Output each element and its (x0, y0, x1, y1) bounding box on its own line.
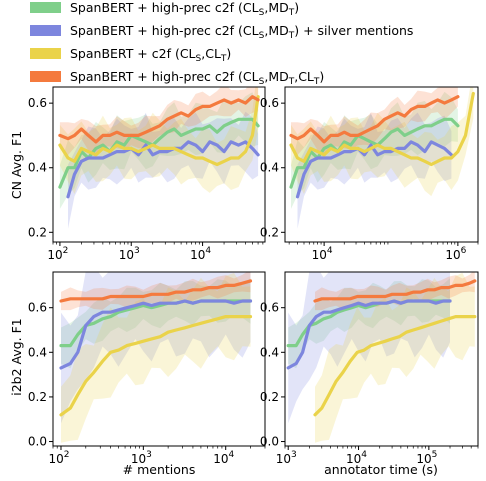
line-blue (286, 299, 452, 370)
y-tick-label: 0.0 (260, 435, 279, 449)
legend-entry: SpanBERT + high-prec c2f (CLS,MDT,CLT) (30, 69, 324, 87)
plot-area (286, 272, 477, 443)
line-yellow (59, 315, 253, 417)
line-blue (295, 140, 453, 199)
plot-area (59, 272, 253, 443)
band-orange (315, 272, 475, 311)
y-tick-label: 0.4 (28, 345, 47, 359)
legend-label: SpanBERT + high-prec c2f (CLS,MDT,CLT) (70, 69, 324, 87)
x-tick-label: 104 (346, 450, 367, 466)
band-blue (61, 272, 251, 424)
panel-i2b2-mentions: 0.0 0.2 0.4 0.6 102 103 104 (28, 271, 266, 466)
axes-frame (52, 271, 266, 447)
legend-entry: SpanBERT + c2f (CLS,CLT) (30, 46, 231, 64)
line-orange (313, 279, 477, 303)
axes-frame (284, 86, 479, 243)
band-yellow (315, 272, 475, 443)
panel-i2b2-time: 0.0 0.2 0.4 0.6 103 104 105 (260, 271, 479, 466)
axes-frame (284, 271, 479, 447)
y-tick-label: 0.4 (260, 345, 279, 359)
line-yellow (313, 315, 477, 417)
y-tick-label: 0.2 (28, 225, 47, 239)
legend-swatch (30, 48, 61, 59)
plot-area (58, 87, 260, 229)
y-tick-label: 0.4 (260, 161, 279, 175)
line-orange (59, 279, 253, 303)
y-tick-label: 0.2 (260, 225, 279, 239)
y-tick-label: 0.2 (28, 390, 47, 404)
line-yellow (58, 95, 260, 167)
x-tick-label: 103 (131, 450, 152, 466)
legend-label: SpanBERT + c2f (CLS,CLT) (70, 46, 231, 64)
panel-cn-mentions: 0.2 0.4 0.6 102 103 104 (28, 86, 266, 262)
xlabel-mentions: # mentions (123, 462, 196, 477)
panel-cn-time: 0.2 0.4 0.6 104 106 (260, 86, 479, 262)
legend-label: SpanBERT + high-prec c2f (CLS,MDT) + sil… (70, 23, 413, 41)
line-orange (58, 95, 260, 144)
axes-frame (52, 86, 266, 243)
line-yellow (289, 91, 475, 167)
y-tick-label: 0.4 (28, 161, 47, 175)
x-tick-label: 104 (190, 246, 211, 262)
y-tick-label: 0.6 (28, 301, 47, 315)
x-tick-label: 105 (416, 450, 437, 466)
x-tick-label: 106 (445, 246, 466, 262)
x-tick-label: 102 (48, 450, 69, 466)
line-blue (59, 299, 253, 370)
xlabel-time: annotator time (s) (324, 462, 438, 477)
x-tick-label: 104 (312, 246, 333, 262)
line-green (58, 117, 260, 189)
x-tick-label: 102 (47, 246, 68, 262)
x-tick-label: 103 (276, 450, 297, 466)
y-tick-label: 0.6 (28, 96, 47, 110)
ylabel-cn: CN Avg. F1 (9, 131, 24, 199)
y-tick-label: 0.6 (260, 301, 279, 315)
y-tick-label: 0.0 (28, 435, 47, 449)
plot-area (289, 87, 475, 229)
legend-entry: SpanBERT + high-prec c2f (CLS,MDT) (30, 0, 299, 18)
x-tick-label: 104 (213, 450, 234, 466)
ylabel-i2b2: i2b2 Avg. F1 (9, 318, 24, 396)
band-yellow (61, 272, 251, 443)
legend-label: SpanBERT + high-prec c2f (CLS,MDT) (70, 0, 299, 18)
band-orange (61, 272, 251, 311)
legend-swatch (30, 2, 61, 13)
line-blue (66, 140, 260, 199)
band-orange (59, 87, 259, 158)
y-tick-label: 0.2 (260, 390, 279, 404)
legend-swatch (30, 71, 61, 82)
legend-entry: SpanBERT + high-prec c2f (CLS,MDT) + sil… (30, 23, 413, 41)
legend-swatch (30, 25, 61, 36)
x-tick-label: 103 (119, 246, 140, 262)
line-orange (289, 95, 460, 144)
y-tick-label: 0.6 (260, 96, 279, 110)
legend: SpanBERT + high-prec c2f (CLS,MDT) SpanBE… (30, 0, 413, 87)
band-orange (291, 87, 458, 158)
